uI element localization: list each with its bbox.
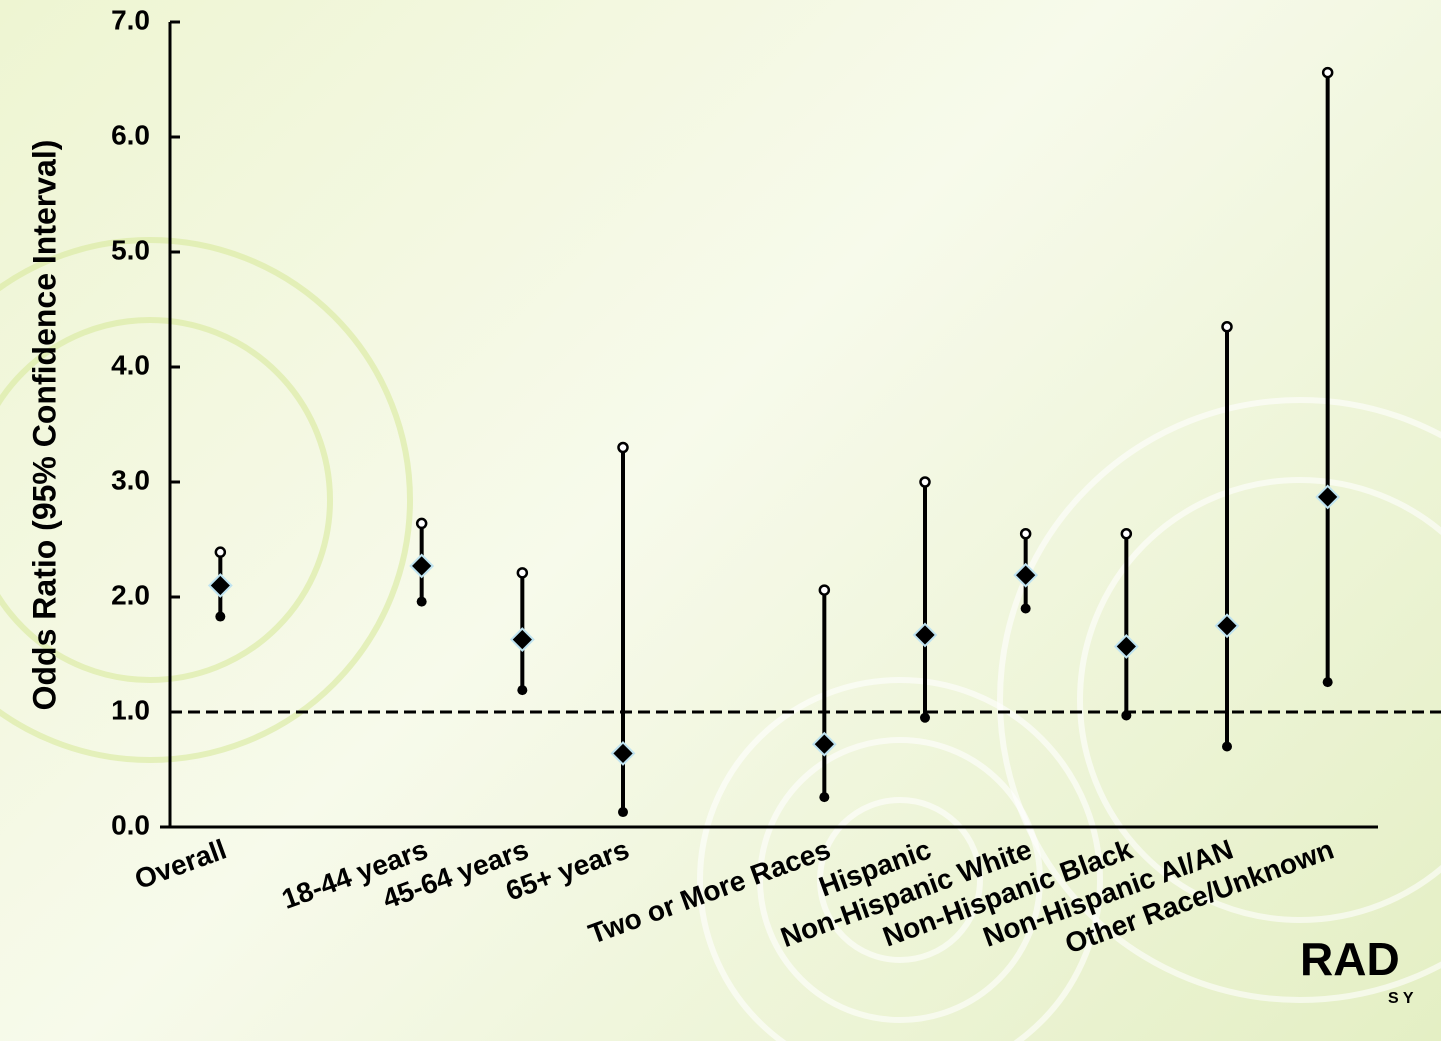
point-estimate bbox=[511, 629, 533, 651]
y-tick-label: 0.0 bbox=[111, 809, 150, 840]
background-decoration bbox=[0, 240, 1441, 1041]
upper-bound bbox=[619, 443, 628, 452]
lower-bound bbox=[417, 597, 427, 607]
upper-bound bbox=[518, 568, 527, 577]
upper-bound bbox=[1122, 529, 1131, 538]
point-estimate bbox=[813, 733, 835, 755]
lower-bound bbox=[618, 807, 628, 817]
y-tick-label: 6.0 bbox=[111, 119, 150, 150]
y-tick-label: 4.0 bbox=[111, 349, 150, 380]
logo-text: RAD bbox=[1300, 933, 1400, 985]
y-tick-label: 5.0 bbox=[111, 234, 150, 265]
point-estimate bbox=[1115, 635, 1137, 657]
x-tick-label: Overall bbox=[131, 834, 231, 896]
lower-bound bbox=[215, 612, 225, 622]
y-tick-label: 7.0 bbox=[111, 4, 150, 35]
upper-bound bbox=[216, 548, 225, 557]
upper-bound bbox=[417, 519, 426, 528]
point-estimate bbox=[1216, 615, 1238, 637]
lower-bound bbox=[819, 792, 829, 802]
point-estimate bbox=[209, 575, 231, 597]
point-estimate bbox=[914, 624, 936, 646]
y-axis-label: Odds Ratio (95% Confidence Interval) bbox=[26, 140, 62, 711]
lower-bound bbox=[1222, 742, 1232, 752]
upper-bound bbox=[820, 586, 829, 595]
y-tick-label: 2.0 bbox=[111, 579, 150, 610]
chart: Odds Ratio (95% Confidence Interval) RAD… bbox=[0, 0, 1441, 1041]
lower-bound bbox=[1323, 677, 1333, 687]
lower-bound bbox=[1021, 604, 1031, 614]
lower-bound bbox=[920, 713, 930, 723]
upper-bound bbox=[1223, 322, 1232, 331]
point-estimate bbox=[612, 742, 634, 764]
point-estimate bbox=[1317, 486, 1339, 508]
upper-bound bbox=[1323, 68, 1332, 77]
lower-bound bbox=[1121, 710, 1131, 720]
y-tick-label: 1.0 bbox=[111, 694, 150, 725]
point-estimate bbox=[411, 555, 433, 577]
lower-bound bbox=[517, 685, 527, 695]
upper-bound bbox=[921, 478, 930, 487]
upper-bound bbox=[1021, 529, 1030, 538]
y-tick-label: 3.0 bbox=[111, 464, 150, 495]
logo-subtext: S Y bbox=[1388, 990, 1414, 1007]
